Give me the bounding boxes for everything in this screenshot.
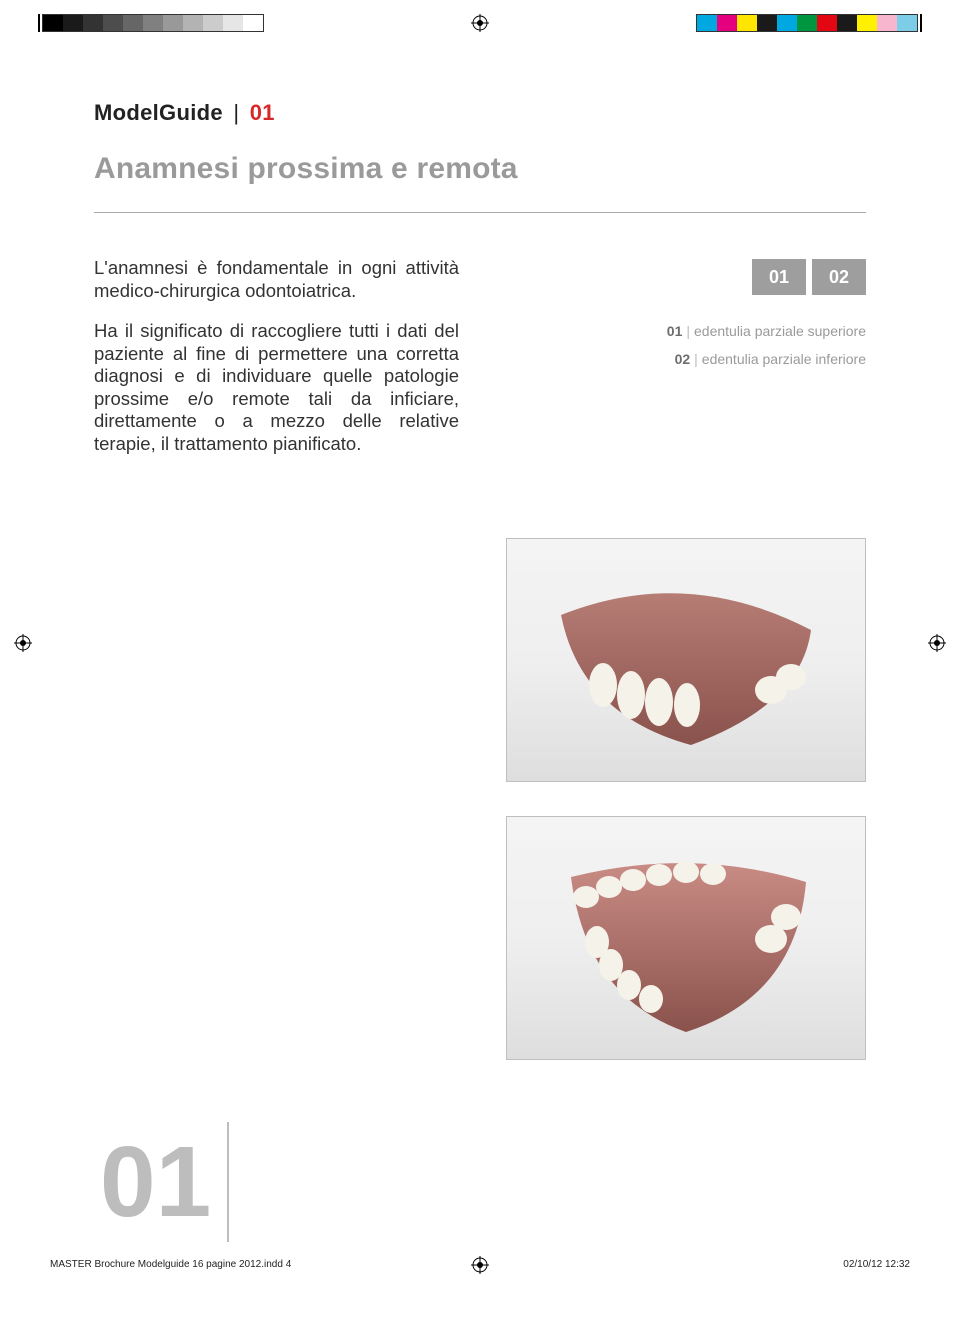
- header-series: ModelGuide: [94, 100, 223, 125]
- big-number: 01: [100, 1132, 211, 1232]
- footer-timestamp: 02/10/12 12:32: [843, 1259, 910, 1270]
- body-text: L'anamnesi è fondamentale in ogni attivi…: [94, 257, 459, 474]
- chapter-number: 01: [100, 1122, 229, 1242]
- page-content: ModelGuide | 01 Anamnesi prossima e remo…: [94, 100, 866, 474]
- page-header: ModelGuide | 01: [94, 100, 866, 126]
- registration-mark-icon: [471, 1256, 489, 1274]
- registration-mark-icon: [14, 634, 32, 652]
- color-swatches: [696, 14, 918, 32]
- figure-captions: 01|edentulia parziale superiore 02|edentu…: [519, 323, 866, 367]
- paragraph: L'anamnesi è fondamentale in ogni attivi…: [94, 257, 459, 302]
- crop-tick: [38, 14, 40, 32]
- printer-marks-top: [38, 14, 922, 32]
- figure-caption: 02|edentulia parziale inferiore: [519, 351, 866, 367]
- figure-placeholder-lower-jaw: [506, 816, 866, 1060]
- lower-jaw-icon: [541, 847, 831, 1037]
- figure-number-boxes: 0102: [519, 259, 866, 295]
- figure-caption: 01|edentulia parziale superiore: [519, 323, 866, 339]
- footer-filename: MASTER Brochure Modelguide 16 pagine 201…: [50, 1259, 291, 1270]
- divider-line: [227, 1122, 229, 1242]
- registration-mark-icon: [928, 634, 946, 652]
- gray-swatches: [42, 14, 264, 32]
- right-column: 0102 01|edentulia parziale superiore 02|e…: [519, 257, 866, 474]
- section-title: Anamnesi prossima e remota: [94, 152, 866, 213]
- header-number: 01: [250, 100, 275, 125]
- figure-images: [506, 538, 866, 1094]
- figure-placeholder-upper-jaw: [506, 538, 866, 782]
- figure-number-box: 01: [752, 259, 806, 295]
- header-pipe: |: [229, 100, 243, 125]
- registration-mark-icon: [471, 14, 489, 32]
- upper-jaw-icon: [541, 575, 831, 755]
- figure-number-box: 02: [812, 259, 866, 295]
- crop-tick: [920, 14, 922, 32]
- paragraph: Ha il significato di raccogliere tutti i…: [94, 320, 459, 455]
